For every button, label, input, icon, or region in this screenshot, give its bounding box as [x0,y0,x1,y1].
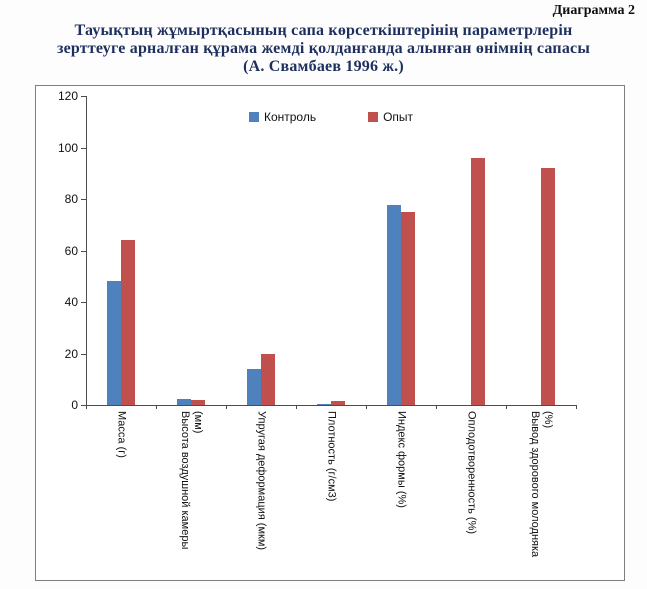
legend-item: Контроль [248,110,317,124]
x-tick-mark [366,405,367,409]
bar-opyt [331,401,345,405]
x-category-label-text: Вывод здорового молодняка (%) [529,411,554,558]
x-category-label-text: Индекс формы (%) [395,411,408,508]
x-category-label-text: Оплодотворенность (%) [465,411,478,535]
chart-title: Тауықтың жұмыртқасының сапа көрсеткіштер… [0,22,647,76]
x-category-label: Плотность (г/см3) [296,411,366,577]
chart-title-line-2: зерттеуге арналған құрама жемді қолданға… [56,40,591,57]
x-tick-mark [226,405,227,409]
y-tick-mark [81,96,86,97]
y-tick-label: 0 [71,398,78,412]
legend-swatch-icon [368,112,379,122]
legend-swatch-icon [248,112,259,122]
x-category-label: Упругая деформация (мкм) [226,411,296,577]
legend-item: Опыт [368,110,413,124]
x-category-label: Высота воздушной камеры (мм) [156,411,226,577]
y-tick-mark [81,250,86,252]
bar-control [177,398,191,405]
y-tick-label: 120 [57,89,78,103]
x-axis-line [86,405,576,406]
legend-label: Контроль [263,110,317,124]
bar-opyt [401,211,415,405]
y-tick-label: 80 [64,192,78,206]
x-category-label: Вывод здорового молодняка (%) [506,411,576,577]
bar-control [247,368,261,405]
chart-area: 0 20 40 60 80 100 120 Масса (г) Высота воздушной… [35,85,625,581]
y-tick-mark [81,199,86,200]
y-tick-mark [81,405,86,406]
bar-opyt [121,240,135,405]
bar-control [107,281,121,405]
bar-control [317,403,331,405]
x-tick-mark [576,405,577,409]
bar-opyt [471,157,485,405]
y-axis-line [86,96,87,406]
x-tick-mark [436,405,437,409]
x-category-label: Оплодотворенность (%) [436,411,506,577]
x-category-label-text: Высота воздушной камеры (мм) [179,411,204,550]
chart-title-line-1: Тауықтың жұмыртқасының сапа көрсеткіштер… [74,22,573,39]
x-category-label-text: Плотность (г/см3) [325,411,338,502]
x-category-label-text: Упругая деформация (мкм) [255,411,268,551]
y-tick-label: 100 [57,140,78,155]
y-tick-mark [81,147,86,149]
y-tick-mark [81,353,86,355]
x-category-label: Индекс формы (%) [366,411,436,577]
x-tick-mark [506,405,507,409]
chart-title-line-3: (А. Свамбаев 1996 ж.) [243,58,404,75]
y-tick-label: 40 [64,295,78,309]
bar-control [387,205,401,405]
y-tick-label: 60 [64,243,78,258]
x-tick-mark [86,405,87,409]
bar-opyt [191,399,205,406]
x-category-label-text: Масса (г) [115,411,128,458]
bar-opyt [541,168,555,405]
y-tick-mark [81,302,86,303]
x-tick-mark [156,405,157,409]
x-category-label: Масса (г) [86,411,156,577]
bar-opyt [261,353,275,405]
legend-label: Опыт [383,110,414,124]
diagram-number-label: Диаграмма 2 [552,3,635,18]
x-tick-mark [296,405,297,409]
y-tick-label: 20 [64,346,78,361]
chart-legend: Контроль Опыт [86,110,576,124]
